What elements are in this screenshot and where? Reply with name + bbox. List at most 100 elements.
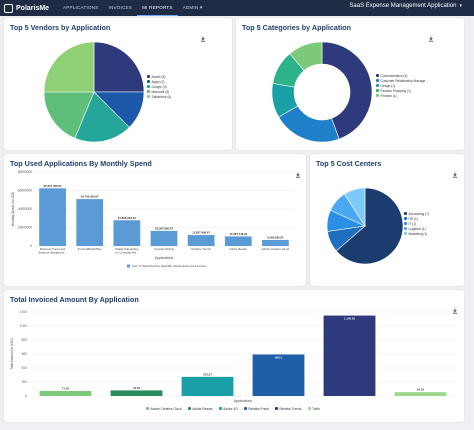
bar-value-label: 79.94 bbox=[133, 386, 140, 390]
y-tick-label: 200 bbox=[22, 380, 28, 384]
download-icon[interactable] bbox=[200, 36, 206, 42]
legend-label: Marketing (1) bbox=[408, 231, 428, 236]
categories-donut-chart bbox=[271, 41, 373, 143]
bar-value-label: 16,367,666.67 bbox=[155, 226, 173, 230]
y-axis-label: Monthly Spend (in USD) bbox=[11, 192, 15, 226]
x-tick-label: Digital Onboarding bbox=[115, 247, 139, 251]
cost-centers-legend: Accounting (7) HR (1) IT (1) Logistics (1) M… bbox=[404, 211, 429, 236]
y-tick-label: 20000000 bbox=[18, 226, 32, 230]
legend-swatch bbox=[127, 264, 130, 268]
pie-slice[interactable] bbox=[335, 187, 404, 265]
brand-logo[interactable]: PolarisMe bbox=[0, 3, 58, 13]
legend-label: Adobe (4) bbox=[151, 74, 166, 79]
card-title: Top 5 Categories by Application bbox=[242, 23, 352, 32]
legend-item[interactable]: Marketing (1) bbox=[404, 231, 429, 236]
legend-item[interactable]: Adobe XD bbox=[218, 406, 238, 411]
chevron-down-icon: ▾ bbox=[199, 5, 203, 11]
download-icon[interactable] bbox=[295, 172, 301, 178]
pie-slice[interactable] bbox=[321, 41, 373, 140]
card-title: Top Used Applications By Monthly Spend bbox=[10, 159, 152, 168]
legend-swatch bbox=[307, 407, 311, 410]
legend-label: Salesforce (4) bbox=[151, 94, 172, 99]
legend-swatch bbox=[376, 94, 379, 97]
legend-item[interactable]: Adobe Creative Cloud bbox=[146, 406, 182, 411]
legend-item[interactable]: Accounting (7) bbox=[404, 211, 429, 216]
legend-swatch bbox=[147, 80, 150, 83]
pie-slice[interactable] bbox=[289, 41, 323, 71]
download-icon[interactable] bbox=[452, 172, 458, 178]
bar[interactable] bbox=[150, 230, 178, 246]
legend-item[interactable]: Google (3) bbox=[147, 84, 171, 89]
cost-centers-card: Top 5 Cost Centers Accounting (7) HR (1) I… bbox=[310, 154, 464, 286]
vendors-legend: Adobe (4) Apple (2) Google (3) Microsoft (3… bbox=[147, 74, 171, 99]
categories-legend: Communication (4) Customer Relationship M… bbox=[376, 73, 428, 98]
legend-item[interactable]: Design (1) bbox=[376, 83, 428, 88]
legend-item[interactable]: HR (1) bbox=[404, 216, 429, 221]
legend-item[interactable]: Adobe Reader bbox=[187, 406, 213, 411]
legend-label: Trello bbox=[312, 406, 320, 411]
pie-slice[interactable] bbox=[93, 41, 145, 93]
nav-admin-label: ADMIN bbox=[182, 5, 199, 10]
legend-item[interactable]: Logistics (1) bbox=[404, 226, 429, 231]
nav-admin[interactable]: ADMIN ▾ bbox=[178, 0, 208, 16]
pie-slice[interactable] bbox=[74, 91, 130, 143]
download-icon[interactable] bbox=[452, 308, 458, 314]
legend-item[interactable]: Salesforce (4) bbox=[147, 94, 171, 99]
bar[interactable] bbox=[39, 188, 66, 246]
y-axis-label: Total Amount (in USD) bbox=[10, 338, 14, 370]
legend-swatch bbox=[147, 90, 150, 93]
legend-item[interactable]: Finance (1) bbox=[376, 93, 428, 98]
application-selector[interactable]: SaaS Expense Management Application ▾ bbox=[349, 3, 462, 9]
bar[interactable] bbox=[113, 220, 141, 246]
x-axis-label: Applications bbox=[155, 256, 174, 260]
bar-value-label: 54.33 bbox=[417, 388, 424, 392]
download-icon[interactable] bbox=[428, 36, 434, 42]
legend-label: Finance (1) bbox=[380, 93, 397, 98]
pie-slice[interactable] bbox=[344, 187, 366, 228]
legend-label: Relative Fresh bbox=[248, 406, 269, 411]
legend-label: Design (1) bbox=[380, 83, 396, 88]
legend-label: Fashion Shopping (1) bbox=[380, 88, 411, 93]
bar[interactable] bbox=[224, 236, 252, 246]
legend-swatch bbox=[376, 79, 379, 82]
bar[interactable] bbox=[76, 199, 104, 246]
bar[interactable] bbox=[262, 239, 289, 246]
legend-label: Relative Trends bbox=[279, 406, 302, 411]
bar[interactable] bbox=[39, 391, 92, 396]
legend-item[interactable]: Communication (4) bbox=[376, 73, 428, 78]
legend-item[interactable]: Microsoft (3) bbox=[147, 89, 171, 94]
x-tick-label: Contract Writing bbox=[154, 247, 174, 251]
legend-item[interactable]: Relative Trends bbox=[274, 406, 302, 411]
legend-swatch bbox=[187, 407, 191, 410]
legend-item[interactable]: Adobe (4) bbox=[147, 74, 171, 79]
bar[interactable] bbox=[252, 354, 305, 396]
legend-item[interactable]: Trello bbox=[307, 406, 320, 411]
bar-value-label: 11,827,666.67 bbox=[192, 231, 210, 235]
bar[interactable] bbox=[323, 315, 376, 396]
bar[interactable] bbox=[110, 390, 163, 396]
bar[interactable] bbox=[181, 376, 234, 396]
legend-swatch bbox=[218, 407, 222, 410]
legend-item[interactable]: Customer Relationship Manage... bbox=[376, 78, 428, 83]
bar[interactable] bbox=[394, 392, 447, 396]
legend-swatch bbox=[243, 407, 247, 410]
legend-item[interactable]: Relative Fresh bbox=[243, 406, 269, 411]
bar[interactable] bbox=[187, 235, 215, 246]
x-tick-label: Adobe Creative Cloud bbox=[262, 247, 290, 251]
legend-swatch bbox=[376, 74, 379, 77]
brand-name: PolarisMe bbox=[16, 4, 50, 12]
legend-swatch bbox=[404, 212, 407, 215]
legend-label: HR (1) bbox=[408, 216, 418, 221]
y-tick-label: 0 bbox=[25, 394, 27, 398]
nav-mi-reports[interactable]: MI REPORTS bbox=[137, 0, 178, 16]
legend-item[interactable]: IT (1) bbox=[404, 221, 429, 226]
nav-invoices[interactable]: INVOICES bbox=[108, 5, 133, 10]
pie-slice[interactable] bbox=[43, 41, 95, 93]
legend-item[interactable]: Apple (2) bbox=[147, 79, 171, 84]
legend-swatch bbox=[404, 222, 407, 225]
pie-slice[interactable] bbox=[43, 91, 95, 139]
legend-swatch bbox=[376, 84, 379, 87]
legend-item[interactable]: Fashion Shopping (1) bbox=[376, 88, 428, 93]
bar-value-label: 27,805,223.33 bbox=[118, 216, 136, 220]
nav-applications[interactable]: APPLICATIONS bbox=[63, 5, 99, 10]
